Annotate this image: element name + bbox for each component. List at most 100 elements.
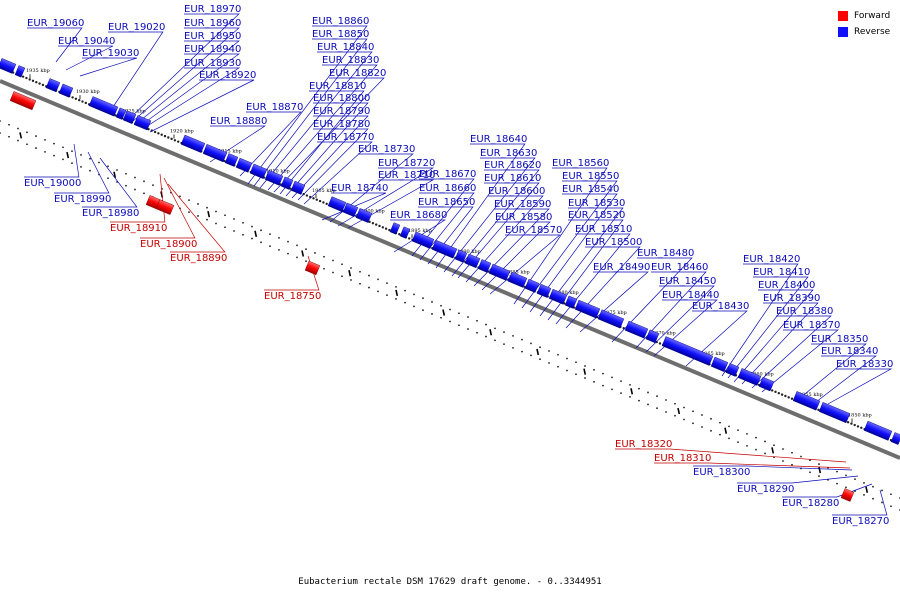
guide-dot (701, 414, 703, 416)
reverse-leader-line (685, 310, 748, 367)
reverse-leader-line (782, 483, 873, 498)
guide-dot (71, 96, 74, 99)
reverse-leader-line (635, 271, 707, 349)
reverse-gene-label: EUR_18560 (552, 158, 609, 169)
reverse-gene-label: EUR_18380 (776, 306, 833, 317)
guide-dot (620, 392, 622, 395)
guide-dot (656, 407, 658, 410)
guide-dot (638, 387, 640, 390)
reverse-gene-label: EUR_18480 (637, 248, 694, 259)
reverse-swatch (838, 26, 848, 37)
forward-gene-label: EUR_18320 (615, 439, 672, 450)
reverse-leader-line (761, 329, 839, 393)
reverse-gene-label: EUR_18410 (753, 267, 810, 278)
guide-dot (780, 393, 784, 396)
guide-dot (853, 423, 856, 427)
reverse-gene-label: EUR_18300 (693, 467, 750, 478)
reverse-gene (661, 336, 714, 366)
guide-dot (809, 471, 811, 474)
guide-dot (332, 271, 334, 274)
reverse-gene (737, 368, 762, 386)
guide-dot (296, 256, 298, 259)
reverse-leader-line (131, 27, 240, 123)
guide-dot (440, 304, 442, 307)
guide-dot (233, 230, 235, 232)
guide-dot (431, 313, 433, 315)
reverse-gene (342, 202, 359, 217)
reverse-gene-label: EUR_18330 (836, 359, 893, 370)
reverse-gene-label: EUR_18860 (312, 16, 369, 27)
reverse-gene-label: EUR_18610 (484, 173, 541, 184)
guide-dot (114, 114, 117, 117)
guide-dot (260, 229, 262, 232)
guide-dot (782, 448, 784, 450)
reverse-gene-label: EUR_18520 (568, 210, 625, 221)
guide-dot (368, 286, 370, 289)
reverse-gene-label: EUR_18600 (488, 186, 545, 197)
guide-dot (125, 172, 127, 175)
forward-gene-label: EUR_18910 (110, 223, 167, 234)
guide-dot (368, 220, 371, 224)
reverse-gene (890, 432, 900, 445)
reverse-gene-label: EUR_19020 (108, 22, 165, 33)
guide-dot (41, 83, 45, 87)
reverse-gene (624, 320, 649, 339)
guide-dot (584, 365, 586, 367)
guide-dot (638, 399, 640, 402)
reverse-gene-label: EUR_18920 (199, 70, 256, 81)
track-tick (207, 210, 211, 218)
track-tick (113, 171, 117, 178)
guide-dot (296, 244, 298, 247)
reverse-gene-label: EUR_18800 (313, 93, 370, 104)
reverse-leader-line (555, 233, 631, 325)
guide-dot (305, 260, 307, 263)
reverse-gene (524, 278, 540, 293)
guide-dot (160, 133, 163, 136)
reverse-gene-label: EUR_18570 (505, 225, 562, 236)
reverse-gene (58, 83, 74, 98)
reverse-leader-line (513, 167, 608, 305)
reverse-leader-line (143, 67, 241, 129)
reverse-gene-label: EUR_18940 (184, 44, 241, 55)
reverse-leader-line (127, 13, 240, 121)
guide-dot (856, 425, 860, 428)
guide-dot (17, 127, 19, 130)
guide-dot (206, 206, 208, 209)
guide-dot (134, 188, 136, 191)
guide-dot (197, 215, 199, 217)
guide-dot (341, 275, 343, 278)
track-tick (583, 368, 587, 375)
reverse-gene-label: EUR_18820 (329, 68, 386, 79)
guide-dot (422, 309, 424, 312)
guide-dot (188, 211, 190, 214)
track-tick (19, 132, 23, 139)
reverse-leader-line (285, 102, 369, 197)
reverse-gene-label: EUR_18640 (470, 134, 527, 145)
guide-dot (817, 408, 820, 412)
guide-dot (371, 222, 375, 225)
reverse-leader-line (291, 115, 369, 199)
reverse-leader-line (737, 475, 859, 484)
guide-dot (350, 267, 352, 269)
reverse-gene-label: EUR_18590 (494, 199, 551, 210)
reverse-gene-label: EUR_18790 (313, 106, 370, 117)
track-tick (348, 270, 352, 277)
reverse-gene (249, 163, 268, 179)
guide-dot (602, 372, 604, 375)
reverse-gene-label: EUR_18430 (692, 301, 749, 312)
reverse-leader-line (465, 195, 544, 283)
reverse-gene (235, 157, 253, 173)
forward-leader-line (140, 177, 196, 239)
guide-dot (8, 135, 10, 138)
guide-dot (233, 218, 235, 220)
reverse-gene (863, 420, 893, 441)
reverse-gene-label: EUR_18710 (378, 170, 435, 181)
guide-dot (629, 396, 631, 398)
track-tick (865, 486, 869, 493)
guide-dot (25, 76, 28, 80)
guide-dot (21, 75, 25, 78)
guide-dot (836, 470, 838, 473)
guide-dot (863, 494, 865, 496)
guide-dot (539, 358, 541, 361)
reverse-leader-line (529, 193, 618, 313)
